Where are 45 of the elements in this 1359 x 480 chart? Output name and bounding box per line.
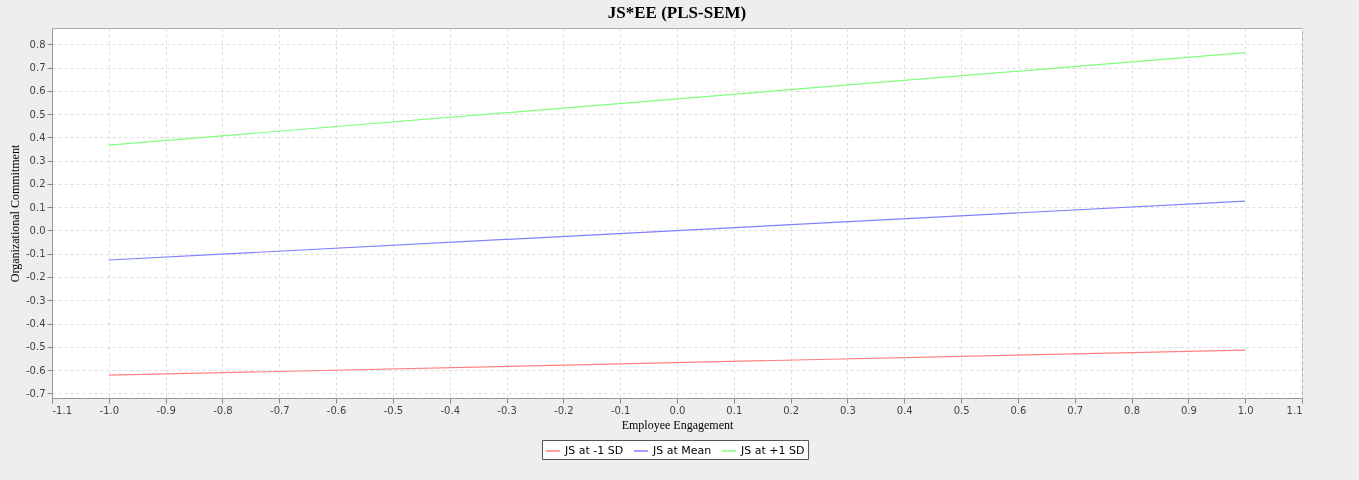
- chart-title: JS*EE (PLS-SEM): [607, 3, 747, 22]
- x-tick-label: -0.8: [213, 404, 233, 416]
- x-tick-label: -0.6: [326, 404, 347, 416]
- x-tick-label: -0.1: [610, 404, 631, 416]
- x-tick-label: 0.3: [840, 404, 856, 416]
- x-tick-label: -0.9: [156, 404, 176, 416]
- x-tick-label: -0.7: [270, 404, 290, 416]
- x-tick-label: 0.8: [1124, 404, 1140, 416]
- y-tick-label: 0.5: [29, 108, 46, 120]
- x-tick-label: -0.3: [497, 404, 517, 416]
- legend-label: JS at +1 SD: [740, 444, 805, 457]
- y-tick-label: 0.2: [29, 178, 46, 190]
- y-tick-label: -0.5: [25, 341, 46, 353]
- x-tick-label: -0.5: [383, 404, 404, 416]
- x-tick-label: 1.0: [1237, 404, 1254, 416]
- y-tick-label: -0.3: [25, 294, 46, 306]
- x-tick-label: 0.2: [783, 404, 800, 416]
- legend-label: JS at -1 SD: [564, 444, 624, 457]
- x-axis-title: Employee Engagement: [621, 417, 734, 432]
- y-tick-label: -0.1: [25, 248, 46, 260]
- x-tick-label: 0.7: [1067, 404, 1084, 416]
- x-tick-label: -0.4: [440, 404, 460, 416]
- y-tick-label: 0.1: [29, 201, 46, 213]
- y-tick-label: 0.6: [29, 85, 46, 97]
- y-tick-label: 0.7: [29, 62, 46, 74]
- x-tick-label: -0.2: [554, 404, 574, 416]
- x-tick-label: 0.1: [726, 404, 743, 416]
- x-tick-label: 1.1: [1286, 404, 1303, 416]
- x-tick-label: -1.1: [52, 404, 73, 416]
- x-tick-label: 0.9: [1180, 404, 1197, 416]
- y-tick-label: 0.0: [29, 224, 46, 236]
- y-axis-title: Organizational Commitment: [7, 144, 22, 283]
- x-tick-label: -1.0: [99, 404, 120, 416]
- x-tick-label: 0.4: [896, 404, 913, 416]
- y-tick-label: 0.3: [29, 155, 46, 167]
- y-tick-label: 0.8: [29, 38, 46, 50]
- legend-label: JS at Mean: [652, 444, 712, 457]
- y-tick-label: 0.4: [29, 131, 46, 143]
- x-tick-label: 0.5: [953, 404, 970, 416]
- x-tick-label: 0.6: [1010, 404, 1027, 416]
- y-tick-label: -0.7: [25, 387, 46, 399]
- y-tick-label: -0.2: [25, 271, 46, 283]
- x-tick-label: 0.0: [669, 404, 686, 416]
- y-tick-label: -0.6: [25, 364, 46, 376]
- y-tick-label: -0.4: [25, 318, 46, 330]
